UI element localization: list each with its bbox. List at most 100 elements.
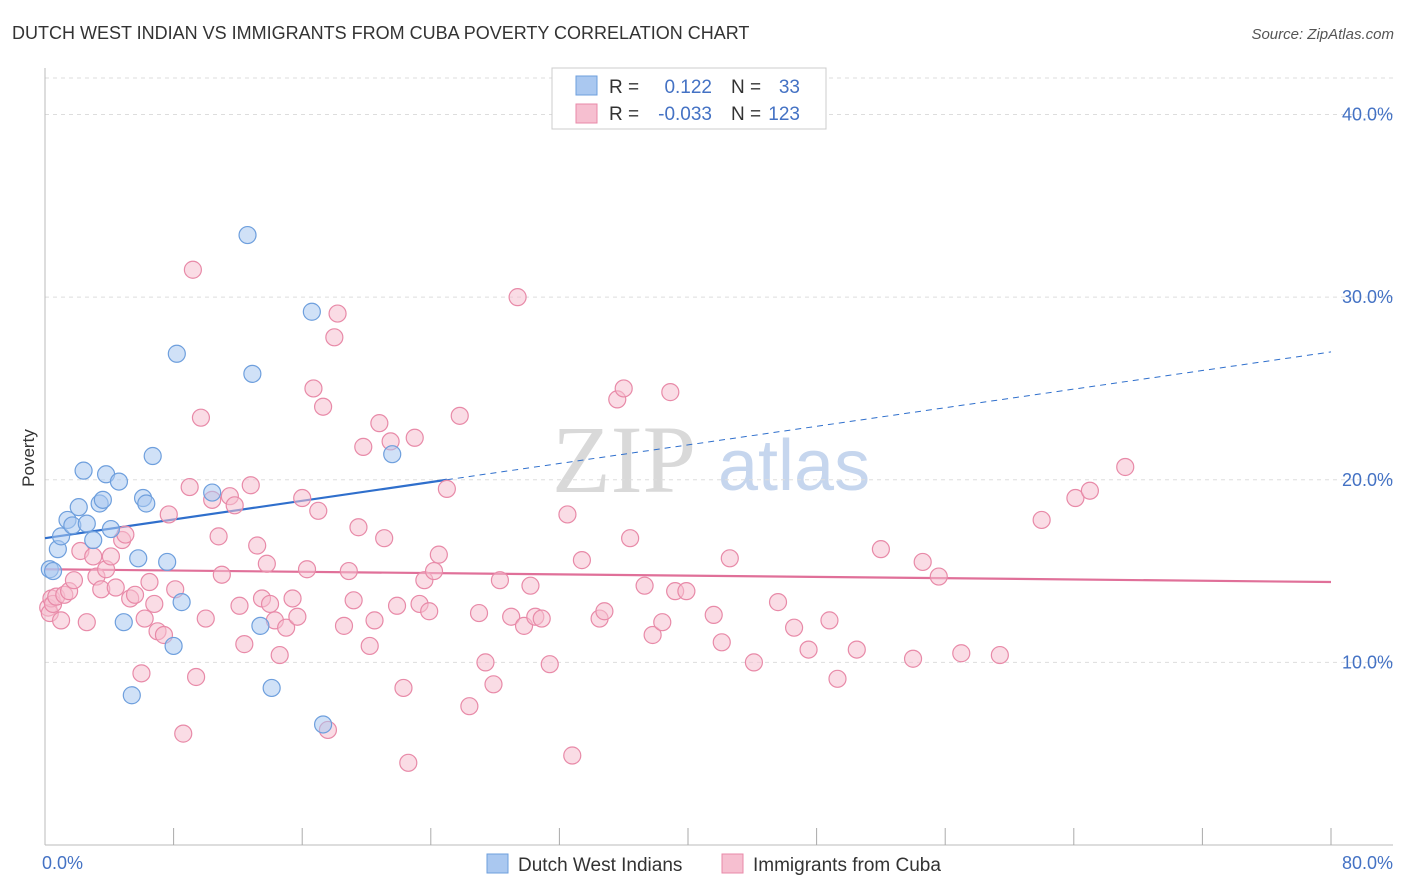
data-point-cuba [635,576,654,595]
data-point-cuba [828,669,847,688]
data-point-cuba [643,625,662,645]
data-point-dutch-west-indian [158,552,177,572]
data-point-cuba [437,479,456,498]
data-point-dutch-west-indian [74,461,93,480]
data-point-dutch-west-indian [172,593,191,612]
legend-n-value-pink: 123 [768,104,800,125]
data-point-dutch-west-indian [101,519,121,539]
data-point-dutch-west-indian [43,561,63,581]
y-axis-label: Poverty [19,429,38,487]
data-point-cuba [339,561,358,581]
x-tick-labels: 0.0% 80.0% [42,853,1393,873]
data-point-cuba [277,618,296,637]
data-point-cuba [614,379,633,398]
data-point-cuba [476,653,495,672]
y-tick-label: 40.0% [1342,105,1393,125]
data-point-cuba [375,529,394,548]
data-point-cuba [135,609,154,628]
data-point-cuba [288,607,307,626]
data-point-cuba [235,635,254,654]
data-point-cuba [297,560,317,579]
data-point-cuba [334,616,354,635]
data-point-cuba [132,664,151,683]
data-point-cuba [704,605,723,625]
data-point-cuba [64,571,84,590]
data-point-cuba [370,414,389,433]
bottom-legend-label-blue: Dutch West Indians [518,855,682,876]
data-point-dutch-west-indian [243,364,262,383]
data-point-cuba [209,527,228,546]
series-dutch-west-indians [40,225,402,734]
data-point-cuba [230,596,249,615]
data-point-cuba [429,545,448,564]
data-point-dutch-west-indian [84,530,103,550]
data-point-cuba [450,406,469,425]
data-point-cuba [248,536,267,555]
data-point-dutch-west-indian [251,616,270,635]
data-point-dutch-west-indian [93,490,112,509]
data-point-cuba [502,607,521,626]
y-tick-label: 20.0% [1342,470,1393,490]
data-point-cuba [913,552,932,572]
x-tick-label-max: 80.0% [1342,853,1393,873]
legend-box [551,67,827,130]
data-point-cuba [784,618,804,637]
data-point-cuba [1066,488,1085,508]
legend-swatch-blue [575,75,598,96]
data-point-dutch-west-indian [114,613,133,632]
data-point-cuba [328,304,347,323]
data-point-cuba [387,596,407,615]
legend: R = 0.122 N = 33 R = -0.033 N = 123 [551,67,827,130]
legend-n-label-pink: N = [731,104,761,125]
y-tick-labels: 10.0% 20.0% 30.0% 40.0% [1342,105,1393,673]
data-point-cuba [365,611,384,630]
trend-line-dutch-west-indian-extension [446,351,1332,481]
legend-r-value-blue: 0.122 [664,77,712,98]
legend-n-label-blue: N = [731,77,761,98]
data-point-cuba [260,594,280,614]
data-point-cuba [712,633,731,652]
watermark-zip: ZIP [552,406,696,513]
data-point-cuba [460,697,479,716]
data-point-cuba [241,476,260,495]
data-point-cuba [349,518,368,537]
data-point-cuba [304,379,323,398]
data-point-cuba [257,554,276,573]
data-point-cuba [212,565,231,584]
data-point-cuba [293,488,312,508]
data-point-cuba [469,603,489,623]
data-point-cuba [140,572,159,592]
data-point-dutch-west-indian [77,514,96,533]
bottom-legend-label-pink: Immigrants from Cuba [753,855,941,876]
data-point-cuba [595,602,614,621]
data-point-dutch-west-indian [164,636,183,656]
data-point-cuba [270,645,289,665]
data-point-cuba [720,549,739,568]
data-point-cuba [540,655,559,674]
legend-n-value-blue: 33 [779,77,800,98]
data-point-cuba [180,477,199,497]
data-point-cuba [903,649,923,668]
data-point-cuba [420,602,439,621]
data-point-dutch-west-indian [262,678,281,698]
data-point-cuba [799,640,818,659]
data-point-cuba [563,746,582,765]
data-point-dutch-west-indian [137,494,156,513]
watermark-atlas: atlas [718,426,870,506]
data-point-dutch-west-indian [122,686,141,705]
data-point-cuba [101,547,121,566]
chart-title: DUTCH WEST INDIAN VS IMMIGRANTS FROM CUB… [12,23,749,43]
y-tick-label: 30.0% [1342,287,1393,307]
data-point-cuba [191,408,211,427]
data-point-cuba [360,636,379,656]
data-point-cuba [490,571,510,590]
data-point-dutch-west-indian [302,302,321,321]
data-point-cuba [653,613,672,632]
data-point-cuba [871,540,891,559]
data-point-cuba [558,505,577,524]
bottom-legend-swatch-pink [721,853,744,874]
bottom-legend-swatch-blue [486,853,509,874]
data-point-cuba [484,675,503,694]
data-point-cuba [1080,481,1099,500]
data-point-cuba [84,547,103,566]
